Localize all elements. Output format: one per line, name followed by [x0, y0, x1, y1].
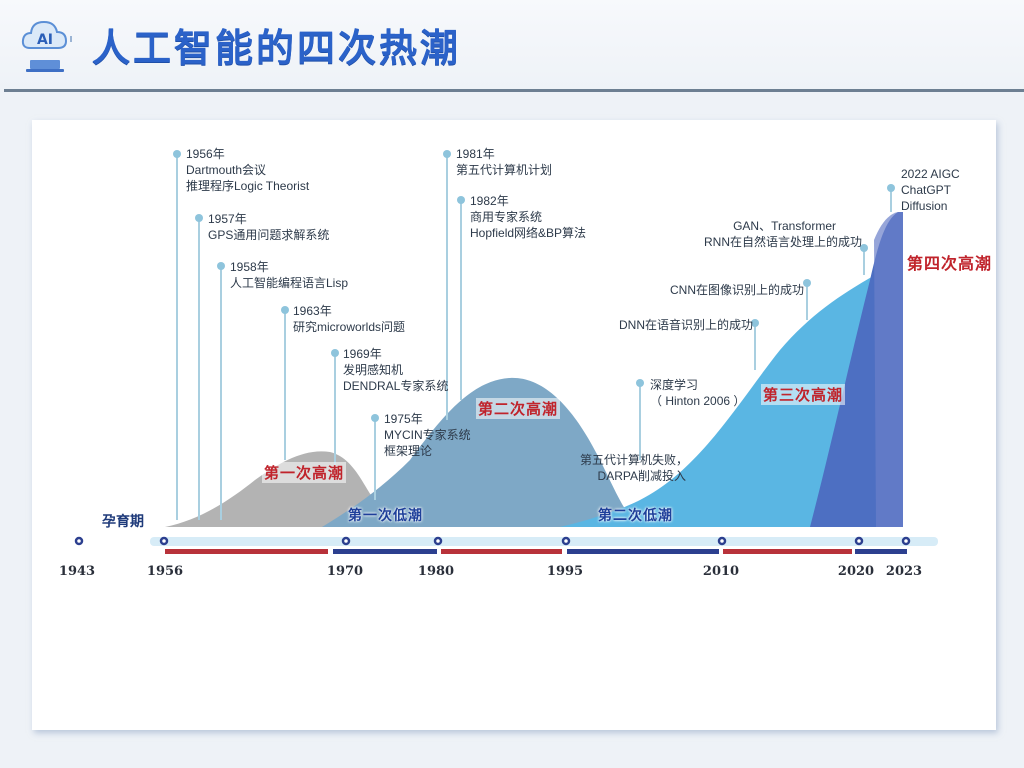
year-label-1980: 1980	[417, 564, 455, 579]
event-dnn: DNN在语音识别上的成功	[619, 317, 753, 333]
event-line: ChatGPT	[901, 183, 952, 197]
event-dots	[173, 150, 895, 422]
slide-header: AI 人工智能的四次热潮	[0, 0, 1024, 90]
event-line: RNN在自然语言处理上的成功	[704, 235, 862, 249]
year-label-1943: 1943	[58, 564, 96, 579]
event-year: 1958年	[230, 260, 269, 274]
event-line: 推理程序Logic Theorist	[186, 179, 310, 193]
year-label-1956: 1956	[146, 564, 184, 579]
wave-3-area	[560, 275, 880, 527]
event-1957: 1957年 GPS通用问题求解系统	[208, 211, 329, 243]
event-rnn-gan-transformer: GAN、Transformer RNN在自然语言处理上的成功	[704, 218, 862, 250]
event-year: 1969年	[343, 347, 382, 361]
event-year: 1975年	[384, 412, 423, 426]
event-line: 2022 AIGC	[901, 167, 960, 181]
event-line: GPS通用问题求解系统	[208, 228, 330, 242]
first-low-label: 第一次低潮	[348, 508, 423, 524]
second-low-label: 第二次低潮	[598, 508, 673, 524]
event-line: 商用专家系统	[470, 210, 543, 224]
event-line: Diffusion	[901, 199, 948, 213]
event-line: DARPA削减投入	[597, 469, 686, 483]
svg-text:AI: AI	[37, 32, 53, 48]
event-aigc-2022: 2022 AIGC ChatGPT Diffusion	[901, 166, 960, 214]
event-line: Dartmouth会议	[186, 163, 267, 177]
segment-second-high	[441, 549, 562, 554]
event-line: GAN、Transformer	[733, 219, 836, 233]
event-year: 1982年	[470, 194, 509, 208]
year-label-1995: 1995	[546, 564, 584, 579]
event-fifth-gen-failure: 第五代计算机失败， DARPA削减投入	[580, 452, 689, 484]
event-line: DENDRAL专家系统	[343, 379, 449, 393]
event-1969: 1969年 发明感知机 DENDRAL专家系统	[343, 346, 448, 394]
first-high-label: 第一次高潮	[262, 462, 347, 483]
event-line: 发明感知机	[343, 363, 404, 377]
event-line: 研究microworlds问题	[293, 320, 406, 334]
axis-band	[150, 537, 938, 546]
segment-third-high	[723, 549, 852, 554]
second-high-label: 第二次高潮	[476, 398, 561, 419]
event-1982: 1982年 商用专家系统 Hopfield网络&BP算法	[470, 193, 586, 241]
third-high-label: 第三次高潮	[761, 384, 846, 405]
segment-first-high	[165, 549, 328, 554]
event-line: Hopfield网络&BP算法	[470, 226, 587, 240]
event-line: 框架理论	[384, 444, 433, 458]
event-line: 深度学习	[650, 378, 699, 392]
event-year: 1957年	[208, 212, 247, 226]
event-line: 第五代计算机计划	[456, 163, 553, 177]
year-label-2010: 2010	[702, 564, 740, 579]
header-divider	[4, 89, 1024, 92]
event-year: 1956年	[186, 147, 225, 161]
ai-cloud-laptop-icon: AI	[21, 20, 72, 72]
event-1975: 1975年 MYCIN专家系统 框架理论	[384, 411, 471, 459]
page-title: 人工智能的四次热潮	[92, 26, 462, 70]
event-line: 第五代计算机失败，	[580, 453, 689, 467]
event-year: 1963年	[293, 304, 332, 318]
year-label-2020: 2020	[837, 564, 875, 579]
event-line: MYCIN专家系统	[384, 428, 471, 442]
incubation-label: 孕育期	[102, 514, 144, 530]
segment-fourth-high	[855, 549, 907, 554]
segment-first-low	[333, 549, 437, 554]
event-line: CNN在图像识别上的成功	[670, 283, 804, 297]
event-year: 1981年	[456, 147, 495, 161]
event-1963: 1963年 研究microworlds问题	[293, 303, 405, 335]
year-label-2023: 2023	[885, 564, 923, 579]
event-cnn: CNN在图像识别上的成功	[670, 282, 804, 298]
year-markers	[74, 536, 911, 546]
wave-4-tail	[874, 212, 903, 527]
year-label-1970: 1970	[326, 564, 364, 579]
event-line: （ Hinton 2006 ）	[650, 394, 746, 408]
event-stems	[176, 154, 892, 520]
event-1981: 1981年 第五代计算机计划	[456, 146, 552, 178]
event-1958: 1958年 人工智能编程语言Lisp	[230, 259, 348, 291]
event-line: 人工智能编程语言Lisp	[230, 276, 349, 290]
event-1956: 1956年 Dartmouth会议 推理程序Logic Theorist	[186, 146, 309, 194]
segment-second-low	[567, 549, 719, 554]
fourth-high-label: 第四次高潮	[907, 254, 993, 273]
wave-2-area	[322, 377, 640, 527]
event-deep-learning: 深度学习 （ Hinton 2006 ）	[650, 377, 745, 409]
event-line: DNN在语音识别上的成功	[619, 318, 753, 332]
